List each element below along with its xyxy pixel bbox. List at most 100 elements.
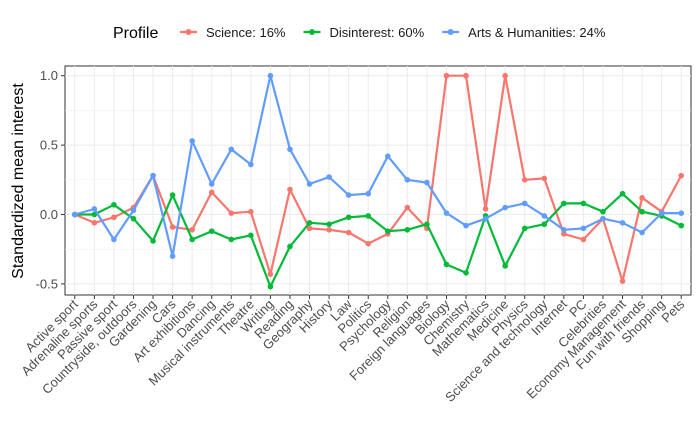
- data-point: [619, 220, 626, 226]
- data-point: [502, 204, 508, 211]
- series-group: [71, 190, 685, 290]
- data-point: [639, 208, 645, 215]
- data-point: [287, 146, 293, 153]
- data-point: [580, 225, 587, 232]
- data-point: [443, 210, 450, 216]
- data-point: [267, 271, 274, 277]
- data-point: [463, 72, 469, 79]
- legend-key-point: [309, 29, 315, 35]
- data-point: [345, 229, 352, 236]
- plot-panel: [64, 65, 692, 296]
- data-point: [384, 228, 391, 234]
- data-point: [443, 261, 450, 268]
- data-point: [248, 232, 254, 239]
- series-group: [71, 72, 685, 259]
- data-point: [365, 190, 372, 197]
- data-point: [326, 226, 332, 233]
- data-point: [443, 72, 450, 79]
- data-point: [482, 215, 489, 222]
- data-point: [619, 278, 626, 284]
- data-point: [639, 229, 645, 236]
- data-point: [111, 236, 117, 243]
- data-point: [541, 221, 548, 228]
- legend-label: Disinterest: 60%: [330, 25, 425, 40]
- data-point: [619, 190, 626, 197]
- legend-item: Disinterest: 60%: [303, 25, 425, 40]
- data-point: [111, 201, 117, 208]
- series-layer: [71, 72, 685, 290]
- data-point: [404, 204, 411, 211]
- data-point: [404, 177, 411, 183]
- data-point: [345, 214, 352, 221]
- data-point: [248, 208, 254, 215]
- data-point: [482, 206, 489, 212]
- data-point: [521, 200, 528, 207]
- data-point: [169, 224, 176, 230]
- data-point: [208, 189, 215, 196]
- data-point: [267, 283, 274, 290]
- data-point: [580, 200, 587, 207]
- y-axis: -0.5 0.0 0.5 1.0: [36, 68, 65, 291]
- data-point: [189, 138, 195, 144]
- data-point: [228, 146, 235, 153]
- data-point: [248, 161, 254, 168]
- data-point: [306, 220, 313, 226]
- data-point: [561, 226, 567, 233]
- x-tick-label: Pets: [658, 296, 687, 325]
- series-line: [74, 74, 682, 258]
- data-point: [306, 181, 313, 187]
- data-point: [150, 238, 156, 244]
- data-point: [169, 253, 176, 259]
- data-point: [678, 172, 685, 179]
- data-point: [228, 210, 235, 216]
- data-point: [639, 195, 645, 201]
- data-point: [424, 179, 430, 186]
- data-point: [521, 225, 528, 232]
- data-point: [561, 200, 567, 207]
- data-point: [384, 153, 391, 160]
- data-point: [658, 210, 665, 216]
- data-point: [326, 174, 332, 180]
- legend-title: Profile: [113, 25, 158, 42]
- data-point: [365, 213, 372, 219]
- series-line: [74, 192, 682, 288]
- data-point: [521, 177, 528, 183]
- data-point: [228, 236, 235, 243]
- data-point: [561, 231, 567, 237]
- data-point: [463, 269, 469, 276]
- data-point: [600, 208, 606, 215]
- data-point: [287, 186, 293, 193]
- data-point: [345, 192, 352, 198]
- data-point: [326, 221, 332, 228]
- data-point: [678, 210, 685, 216]
- data-point: [541, 175, 548, 182]
- legend-key-point: [447, 29, 454, 35]
- data-point: [150, 172, 156, 179]
- data-point: [600, 215, 606, 222]
- data-point: [169, 192, 176, 198]
- y-tick-label: 1.0: [40, 68, 58, 83]
- data-point: [71, 211, 78, 218]
- grid: [65, 66, 691, 295]
- y-axis-title: Standardized mean interest: [10, 83, 27, 279]
- data-point: [365, 240, 372, 247]
- data-point: [91, 220, 98, 226]
- data-point: [111, 214, 117, 221]
- data-point: [502, 72, 508, 79]
- data-point: [130, 207, 137, 214]
- data-point: [404, 226, 411, 233]
- data-point: [287, 243, 293, 250]
- data-point: [463, 222, 469, 229]
- data-point: [189, 236, 195, 243]
- y-tick-label: 0.5: [40, 138, 58, 153]
- legend-label: Science: 16%: [206, 25, 286, 40]
- data-point: [678, 222, 685, 229]
- legend-item: Science: 16%: [180, 25, 286, 40]
- data-point: [267, 72, 274, 79]
- data-point: [130, 215, 137, 222]
- data-point: [502, 263, 508, 269]
- data-point: [208, 181, 215, 187]
